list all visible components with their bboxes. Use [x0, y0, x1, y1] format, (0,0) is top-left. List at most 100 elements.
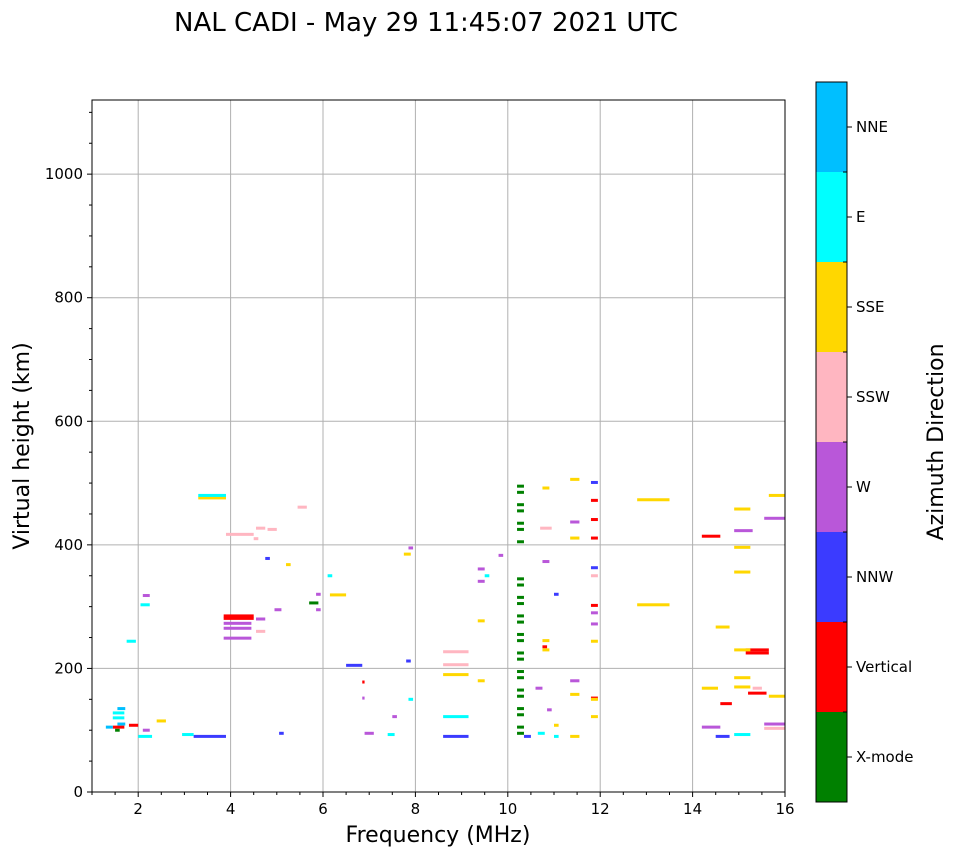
echo-mark-ssw	[297, 505, 307, 509]
echo-mark-w	[316, 592, 321, 596]
echo-mark-x-mode	[517, 688, 524, 692]
echo-mark-x-mode	[517, 676, 524, 680]
echo-mark-w	[570, 679, 580, 683]
echo-mark-nne	[105, 725, 113, 729]
y-axis-ticks: 0 200 400 600 800 1000	[45, 111, 92, 801]
echo-mark-vertical	[542, 645, 548, 649]
x-tick-label: 10	[498, 800, 517, 818]
echo-mark-sse	[637, 498, 670, 502]
y-tick-label: 200	[54, 659, 83, 677]
echo-mark-vertical	[590, 536, 598, 540]
echo-mark-e	[126, 639, 136, 643]
colorbar-label: Azimuth Direction	[924, 343, 949, 540]
echo-mark-x-mode	[517, 707, 524, 711]
colorbar-swatch	[816, 262, 847, 352]
echo-mark-x-mode	[517, 694, 524, 698]
echo-mark-x-mode	[517, 713, 524, 717]
echo-mark-e	[554, 734, 559, 738]
echo-mark-sse	[768, 493, 785, 497]
echo-mark-w	[498, 553, 504, 557]
echo-mark-sse	[542, 648, 550, 652]
echo-mark-w	[535, 686, 543, 690]
echo-mark-w	[316, 608, 321, 612]
echo-mark-sse	[443, 673, 469, 677]
echo-mark-vertical	[701, 534, 721, 538]
echo-mark-w	[223, 621, 252, 625]
echo-mark-x-mode	[517, 731, 524, 735]
colorbar-swatch	[816, 712, 847, 802]
echo-mark-sse	[715, 625, 730, 629]
echo-mark-e	[484, 574, 490, 578]
echo-mark-nnw	[523, 734, 531, 738]
echo-mark-w	[362, 696, 365, 700]
echo-mark-w	[392, 715, 397, 719]
echo-mark-nnw	[193, 734, 226, 738]
echo-mark-x-mode	[517, 620, 524, 624]
colorbar-frame	[815, 81, 848, 803]
grid-lines	[92, 100, 785, 792]
echo-mark-w	[408, 546, 414, 550]
echo-mark-ssw	[443, 663, 469, 667]
echo-mark-x-mode	[517, 490, 524, 494]
echo-mark-nnw	[406, 659, 411, 663]
echo-mark-x-mode	[517, 602, 524, 606]
echo-mark-w	[764, 722, 785, 726]
echo-mark-x-mode	[517, 577, 524, 581]
y-tick-label: 600	[54, 412, 83, 430]
echo-mark-e	[140, 603, 150, 607]
echo-mark-sse	[542, 639, 550, 643]
echo-mark-sse	[734, 507, 751, 511]
echo-mark-vertical	[112, 725, 125, 729]
echo-mark-x-mode	[517, 651, 524, 655]
echo-mark-sse	[198, 496, 226, 500]
colorbar-tick-label: Vertical	[856, 658, 912, 676]
colorbar-swatch	[816, 82, 847, 172]
echo-mark-sse	[590, 715, 598, 719]
colorbar-swatch	[816, 532, 847, 622]
echo-mark-nne	[117, 722, 126, 726]
echo-mark-x-mode	[517, 595, 524, 599]
echo-mark-x-mode	[517, 484, 524, 488]
echo-mark-x-mode	[517, 521, 524, 525]
colorbar-tick-label: SSW	[856, 388, 890, 406]
echo-mark-x-mode	[517, 583, 524, 587]
echo-mark-x-mode	[517, 657, 524, 661]
colorbar-swatch	[816, 622, 847, 712]
echo-mark-w	[477, 579, 485, 583]
echo-mark-sse	[734, 570, 751, 574]
echo-mark-vertical	[128, 723, 139, 727]
chart-title: NAL CADI - May 29 11:45:07 2021 UTC	[174, 8, 678, 38]
echo-mark-nnw	[554, 592, 559, 596]
echo-mark-ssw	[267, 527, 277, 531]
echo-mark-ssw	[225, 532, 254, 536]
echo-mark-vertical	[745, 651, 769, 655]
echo-mark-ssw	[764, 726, 785, 730]
echo-mark-ssw	[256, 629, 266, 633]
echo-mark-vertical	[590, 518, 598, 522]
echo-mark-x-mode	[115, 728, 120, 732]
x-tick-label: 8	[411, 800, 421, 818]
echo-mark-sse	[286, 563, 291, 567]
colorbar-tick-label: SSE	[856, 298, 885, 316]
echo-mark-w	[590, 622, 598, 626]
echo-mark-sse	[570, 536, 580, 540]
echo-mark-e	[387, 733, 395, 737]
echo-mark-e	[182, 733, 194, 737]
echo-mark-vertical	[362, 680, 365, 684]
colorbar-tick-label: E	[856, 208, 865, 226]
echo-mark-x-mode	[517, 725, 524, 729]
echo-mark-ssw	[752, 686, 762, 690]
data-marks	[105, 477, 785, 738]
echo-mark-x-mode	[517, 670, 524, 674]
y-tick-label: 800	[54, 289, 83, 307]
echo-mark-x-mode	[517, 509, 524, 513]
x-axis-label: Frequency (MHz)	[346, 823, 531, 848]
echo-mark-w	[223, 626, 252, 630]
echo-mark-nne	[117, 707, 126, 711]
echo-mark-e	[198, 493, 226, 497]
echo-mark-w	[256, 617, 266, 621]
echo-mark-x-mode	[517, 527, 524, 531]
colorbar-swatch	[816, 352, 847, 442]
x-tick-label: 4	[226, 800, 236, 818]
